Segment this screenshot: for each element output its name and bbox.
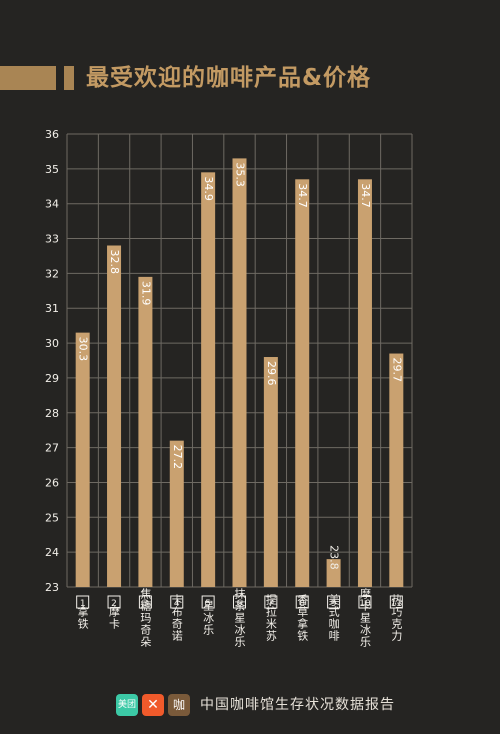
- bar: [169, 440, 184, 587]
- category-index-label: 11: [391, 599, 402, 609]
- data-label: 34.7: [359, 183, 372, 208]
- category-index-badge: [138, 595, 152, 609]
- y-tick-label: 23: [45, 581, 59, 594]
- category-index-badge: [170, 595, 184, 609]
- category-label: 美式咖啡: [327, 594, 340, 642]
- category-index-label: 1: [80, 599, 86, 609]
- category-label: 星冰乐: [202, 600, 215, 636]
- y-tick-label: 34: [45, 198, 59, 211]
- chart-title: 最受欢迎的咖啡产品&价格: [86, 65, 372, 91]
- title-marker: [64, 66, 74, 90]
- category-index-label: 7: [268, 599, 274, 609]
- category-label: 热巧克力: [390, 594, 403, 642]
- category-index-label: 6: [237, 599, 243, 609]
- category-label: 卡布奇诺: [170, 594, 183, 642]
- category-index-badge: [358, 595, 372, 609]
- y-tick-label: 31: [45, 302, 59, 315]
- footer-source-text: 中国咖啡馆生存状况数据报告: [200, 697, 395, 713]
- category-index-badge: [264, 595, 278, 609]
- data-label: 31.9: [139, 281, 152, 306]
- data-label: 30.3: [77, 337, 90, 362]
- bar: [389, 353, 404, 587]
- category-label: 摩卡: [108, 605, 121, 630]
- data-label: 23.8: [328, 545, 341, 570]
- category-label: 摩卡星冰乐: [358, 587, 371, 648]
- category-index-badge: [201, 595, 215, 609]
- category-index-badge: [233, 595, 246, 609]
- data-label: 35.3: [234, 162, 247, 187]
- data-label: 29.7: [390, 358, 403, 383]
- category-label: 提拉米苏: [264, 594, 277, 642]
- cafe-logo-icon: 咖: [168, 694, 190, 716]
- bar: [232, 158, 247, 587]
- category-index-label: 5: [205, 599, 211, 609]
- category-label: 抹茶星冰乐: [233, 588, 246, 648]
- eleme-logo-icon: ✕: [142, 694, 164, 716]
- data-label: 29.6: [265, 361, 278, 386]
- bar: [357, 179, 372, 588]
- category-index-badge: [389, 595, 403, 609]
- bar: [75, 332, 90, 587]
- y-tick-label: 33: [45, 233, 59, 246]
- category-index-badge: [76, 595, 90, 609]
- data-label: 34.9: [202, 176, 215, 201]
- y-tick-label: 29: [45, 372, 59, 385]
- y-tick-label: 28: [45, 407, 59, 420]
- bar: [201, 172, 216, 588]
- data-label: 27.2: [171, 445, 184, 470]
- footer: 美团 ✕ 咖 中国咖啡馆生存状况数据报告: [116, 692, 496, 722]
- category-index-badge: [107, 595, 121, 609]
- y-tick-label: 27: [45, 442, 59, 455]
- category-index-label: 8: [299, 599, 305, 609]
- bar: [326, 559, 341, 587]
- category-index-label: 9: [331, 599, 337, 609]
- data-label: 32.8: [108, 250, 121, 275]
- category-index-label: 2: [111, 599, 117, 609]
- data-label: 34.7: [296, 183, 309, 208]
- bar: [295, 179, 310, 588]
- category-index-badge: [295, 595, 309, 609]
- category-index-label: 4: [174, 599, 180, 609]
- category-label: 香草拿铁: [296, 594, 309, 642]
- bar-chart: 232425262728293031323334353630.332.831.9…: [45, 128, 413, 648]
- y-tick-label: 25: [45, 511, 59, 524]
- y-tick-label: 30: [45, 337, 59, 350]
- category-label: 拿铁: [76, 605, 89, 630]
- bar: [263, 357, 278, 587]
- category-label: 焦糖玛奇朵: [139, 588, 152, 648]
- meituan-logo-icon: 美团: [116, 694, 138, 716]
- title-bar: 最受欢迎的咖啡产品&价格: [0, 62, 500, 94]
- bar: [138, 276, 153, 587]
- bar: [107, 245, 122, 587]
- y-tick-label: 35: [45, 163, 59, 176]
- category-index-label: 3: [143, 599, 149, 609]
- y-tick-label: 36: [45, 128, 59, 141]
- y-tick-label: 26: [45, 476, 59, 489]
- y-tick-label: 32: [45, 267, 59, 280]
- title-accent-bar: [0, 66, 56, 90]
- y-tick-label: 24: [45, 546, 59, 559]
- category-index-label: 10: [359, 599, 371, 609]
- category-index-badge: [327, 595, 341, 609]
